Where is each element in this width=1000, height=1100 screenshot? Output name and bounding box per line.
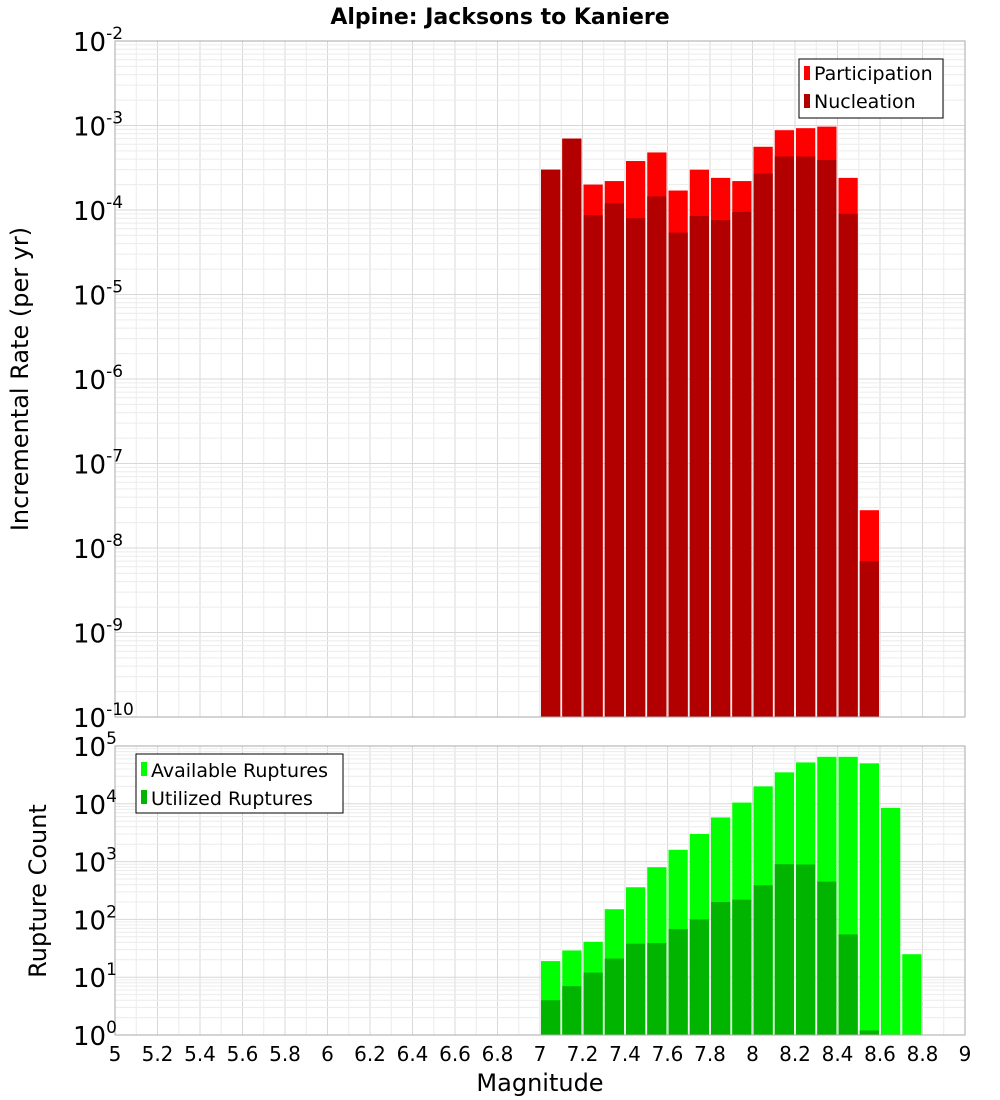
top-bar-nucleation — [647, 196, 667, 718]
x-tick-label: 7.4 — [609, 1042, 641, 1066]
x-tick-label: 7.2 — [567, 1042, 599, 1066]
x-tick-label: 5.8 — [269, 1042, 301, 1066]
top-legend-box — [798, 58, 944, 119]
bottom-y-tick-label: 100 — [73, 1018, 117, 1052]
top-grid — [114, 41, 966, 718]
top-y-tick-label: 10-3 — [73, 109, 123, 143]
bottom-y-tick-label: 101 — [73, 960, 117, 994]
top-bar-nucleation — [562, 138, 582, 717]
x-tick-label: 6.2 — [354, 1042, 386, 1066]
top-bar-nucleation — [583, 215, 603, 717]
top-bar-nucleation — [838, 213, 858, 717]
legend-label-participation: Participation — [814, 63, 933, 85]
x-tick-label: 6.4 — [397, 1042, 429, 1066]
bottom-x-ticks: 5 5.2 5.4 5.6 5.8 6 6.2 6.4 6.6 6.8 7 7.2 7.4 7.6 7.8 8… — [109, 1042, 972, 1066]
bottom-bar-utilized-ruptures — [859, 1030, 879, 1035]
bottom-bar-utilized-ruptures — [732, 899, 752, 1035]
bottom-y-tick-label: 103 — [73, 845, 117, 879]
legend-swatch-available — [141, 762, 147, 776]
x-tick-label: 5.2 — [142, 1042, 174, 1066]
x-tick-label: 6.8 — [482, 1042, 514, 1066]
x-tick-label: 8.8 — [907, 1042, 939, 1066]
legend-label-available: Available Ruptures — [151, 760, 328, 782]
legend-swatch-nucleation — [804, 94, 810, 108]
bottom-bar-utilized-ruptures — [774, 864, 794, 1035]
top-y-tick-label: 10-4 — [73, 193, 123, 227]
bottom-bar-utilized-ruptures — [668, 929, 688, 1035]
bottom-y-tick-label: 102 — [73, 902, 117, 936]
top-y-tick-label: 10-10 — [73, 700, 134, 734]
bottom-bar-utilized-ruptures — [753, 885, 773, 1035]
bottom-y-tick-label: 105 — [73, 729, 117, 763]
x-tick-label: 8.2 — [779, 1042, 811, 1066]
top-bar-nucleation — [817, 160, 837, 717]
legend-label-nucleation: Nucleation — [814, 91, 916, 113]
legend-swatch-participation — [804, 66, 810, 80]
top-y-tick-label: 10-2 — [73, 24, 123, 58]
bottom-bar-utilized-ruptures — [626, 943, 646, 1035]
top-y-axis-label: Incremental Rate (per yr) — [6, 227, 34, 531]
x-tick-label: 8.6 — [864, 1042, 896, 1066]
bottom-bar-utilized-ruptures — [583, 972, 603, 1035]
bottom-bar-utilized-ruptures — [711, 902, 731, 1035]
top-panel: 10-2 10-3 10-4 10-5 10-6 10-7 10-8 10-9 10-10 In… — [6, 24, 966, 734]
top-bar-nucleation — [604, 203, 624, 717]
x-tick-label: 5.4 — [184, 1042, 216, 1066]
top-y-tick-label: 10-8 — [73, 531, 123, 565]
x-tick-label: 8.4 — [822, 1042, 854, 1066]
top-bar-nucleation — [774, 156, 794, 717]
bottom-bar-available-ruptures — [881, 807, 901, 1035]
chart-title: Alpine: Jacksons to Kaniere — [330, 5, 669, 30]
top-bar-nucleation — [668, 232, 688, 717]
bottom-bar-utilized-ruptures — [689, 919, 709, 1035]
bottom-bar-available-ruptures — [902, 954, 922, 1035]
top-y-tick-label: 10-9 — [73, 616, 123, 650]
bottom-bar-utilized-ruptures — [562, 986, 582, 1035]
top-y-tick-label: 10-6 — [73, 362, 123, 396]
bottom-bar-available-ruptures — [859, 763, 879, 1035]
x-axis-label: Magnitude — [476, 1069, 603, 1097]
top-bar-nucleation — [753, 173, 773, 718]
x-tick-label: 7 — [534, 1042, 547, 1066]
top-plot-frame — [114, 40, 966, 718]
top-bar-nucleation — [626, 218, 646, 717]
bottom-bar-utilized-ruptures — [796, 864, 816, 1035]
top-y-ticks: 10-2 10-3 10-4 10-5 10-6 10-7 10-8 10-9 10-10 — [73, 24, 134, 734]
bottom-bar-utilized-ruptures — [817, 881, 837, 1035]
top-bar-nucleation — [541, 169, 561, 718]
top-bar-nucleation — [711, 220, 731, 717]
top-bars — [541, 126, 879, 718]
bottom-legend: Available Ruptures Utilized Ruptures — [135, 753, 344, 814]
bottom-panel: 105 104 103 102 101 100 5 5.2 5.4 5.6 5.8 6 6.2 6.4 6… — [24, 729, 971, 1097]
legend-label-utilized: Utilized Ruptures — [151, 788, 313, 810]
top-y-tick-label: 10-7 — [73, 447, 123, 481]
bottom-y-axis-label: Rupture Count — [24, 804, 52, 978]
x-tick-label: 9 — [959, 1042, 972, 1066]
x-tick-label: 7.8 — [694, 1042, 726, 1066]
x-tick-label: 8 — [746, 1042, 759, 1066]
bottom-y-tick-label: 104 — [73, 787, 117, 821]
top-legend: Participation Nucleation — [798, 58, 944, 119]
bottom-bar-utilized-ruptures — [604, 958, 624, 1035]
top-bar-nucleation — [796, 156, 816, 717]
bottom-bar-utilized-ruptures — [541, 1000, 561, 1035]
x-tick-label: 6.6 — [439, 1042, 471, 1066]
top-bar-nucleation — [732, 211, 752, 717]
x-tick-label: 5 — [109, 1042, 122, 1066]
bottom-legend-box — [135, 753, 344, 814]
x-tick-label: 5.6 — [227, 1042, 259, 1066]
bottom-bars — [541, 756, 922, 1035]
bottom-plot-frame — [114, 745, 966, 1036]
top-y-tick-label: 10-5 — [73, 278, 123, 312]
top-bar-nucleation — [859, 561, 879, 717]
x-tick-label: 7.6 — [652, 1042, 684, 1066]
bottom-bar-utilized-ruptures — [838, 934, 858, 1035]
top-bar-nucleation — [689, 215, 709, 717]
x-tick-label: 6 — [321, 1042, 334, 1066]
legend-swatch-utilized — [141, 790, 147, 804]
bottom-y-ticks: 105 104 103 102 101 100 — [73, 729, 117, 1052]
bottom-bar-utilized-ruptures — [647, 943, 667, 1035]
